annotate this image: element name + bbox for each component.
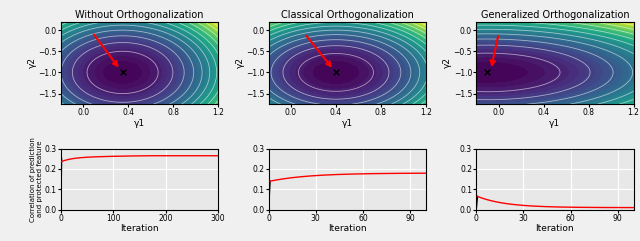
X-axis label: Iteration: Iteration	[328, 224, 367, 233]
X-axis label: Iteration: Iteration	[120, 224, 159, 233]
Title: Classical Orthogonalization: Classical Orthogonalization	[281, 10, 413, 20]
Y-axis label: γ2: γ2	[236, 57, 244, 68]
Title: Without Orthogonalization: Without Orthogonalization	[76, 10, 204, 20]
Y-axis label: Correlation of prediction
and protected feature: Correlation of prediction and protected …	[30, 137, 43, 221]
X-axis label: γ1: γ1	[134, 119, 145, 128]
X-axis label: γ1: γ1	[342, 119, 353, 128]
X-axis label: Iteration: Iteration	[536, 224, 574, 233]
X-axis label: γ1: γ1	[549, 119, 561, 128]
Title: Generalized Orthogonalization: Generalized Orthogonalization	[481, 10, 629, 20]
Y-axis label: γ2: γ2	[28, 57, 36, 68]
Y-axis label: γ2: γ2	[443, 57, 452, 68]
